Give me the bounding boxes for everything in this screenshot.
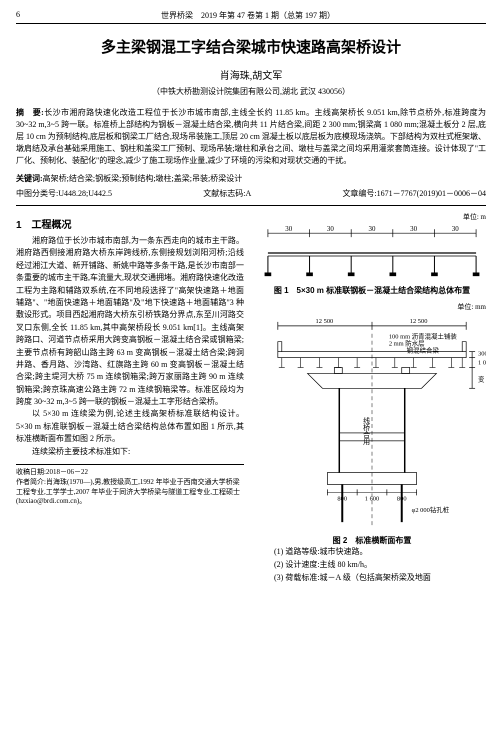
section-1-p2: 以 5×30 m 连续梁为例,论述主线高架桥标准联结构设计。5×30 m 标准联… (16, 408, 244, 445)
keywords-text: 高架桥;结合梁;钢板梁;预制结构;墩柱;盖梁;吊装;桥梁设计 (43, 174, 243, 183)
figure-1: 30 30 30 30 30 (258, 223, 486, 283)
fig2-topw-r: 12 500 (410, 318, 428, 325)
keywords: 关键词:高架桥;结合梁;钢板梁;预制结构;墩柱;盖梁;吊装;桥梁设计 (16, 173, 486, 184)
section-1-p1: 湘府路位于长沙市城市南部,为一条东西走向的城市主干路。湘府路西侧接湘府路大桥东岸… (16, 235, 244, 408)
body-columns: 1 工程概况 湘府路位于长沙市城市南部,为一条东西走向的城市主干路。湘府路西侧接… (16, 212, 486, 584)
abstract-label: 摘 要: (16, 108, 44, 117)
fig1-span-1: 30 (327, 226, 334, 233)
design-item-1: (1) 道路等级:城市快速路。 (258, 546, 486, 559)
fig2-d800-l: 800 (337, 495, 347, 502)
abstract: 摘 要:长沙市湘府路快速化改造工程位于长沙市城市南部,主线全长约 11.85 k… (16, 107, 486, 167)
fig2-layer1: 100 mm 沥青混凝土铺装 (389, 332, 458, 341)
section-1-title: 1 工程概况 (16, 216, 244, 231)
paper-title: 多主梁钢混工字结合梁城市快速路高架桥设计 (16, 36, 486, 57)
section-1-p3: 连续梁桥主要技术标准如下: (16, 446, 244, 458)
fig1-caption: 图 1 5×30 m 标准联钢板－混凝土结合梁结构总体布置 (258, 285, 486, 296)
fig2-dim-1080: 1 080 (478, 360, 486, 367)
svg-text:桥: 桥 (363, 423, 370, 432)
fig1-span-2: 30 (369, 226, 376, 233)
figure-2: 12 500 12 500 100 mm 沥青混凝土铺装 2 mm 防水层 钢混… (258, 313, 486, 533)
fig1-unit: 单位: m (258, 212, 486, 222)
fig1-span-4: 30 (452, 226, 459, 233)
clc-number: 中图分类号:U448.28;U442.5 (16, 188, 112, 199)
fig1-span-3: 30 (410, 226, 417, 233)
left-column: 1 工程概况 湘府路位于长沙市城市南部,为一条东西走向的城市主干路。湘府路西侧接… (16, 212, 244, 584)
fig2-d1600: 1 600 (365, 495, 379, 502)
design-item-3: (3) 荷载标准:城－A 级（包括高架桥梁及地面 (258, 572, 486, 585)
author-bio: 作者简介:肖海珠(1970—),男,教授级高工,1992 年毕业于西南交通大学桥… (16, 478, 244, 507)
svg-text:合: 合 (363, 430, 370, 439)
journal-info: 世界桥梁 2019 年第 47 卷第 1 期（总第 197 期） (161, 10, 335, 21)
meta-line: 中图分类号:U448.28;U442.5 文献标志码:A 文章编号:1671－7… (16, 188, 486, 199)
divider (16, 205, 486, 206)
footer-block: 收稿日期:2018－06－22 作者简介:肖海珠(1970—),男,教授级高工,… (16, 464, 244, 507)
page-number: 6 (16, 10, 20, 21)
fig2-d800-r: 800 (397, 495, 407, 502)
keywords-label: 关键词: (16, 174, 43, 183)
fig1-span-0: 30 (285, 226, 292, 233)
article-id: 文章编号:1671－7767(2019)01－0006－04 (342, 188, 486, 199)
authors: 肖海珠,胡文军 (16, 67, 486, 82)
svg-text:用: 用 (363, 438, 370, 446)
design-item-2: (2) 设计速度:主线 80 km/h。 (258, 559, 486, 572)
fig2-dim-var: 变 (478, 374, 485, 383)
affiliation: （中铁大桥勘测设计院集团有限公司,湖北 武汉 430056） (16, 86, 486, 97)
fig2-unit: 单位: mm (258, 302, 486, 312)
fig2-topw-l: 12 500 (316, 318, 334, 325)
page-header: 6 世界桥梁 2019 年第 47 卷第 1 期（总第 197 期） (16, 10, 486, 24)
fig2-dim-300: 300 (478, 351, 486, 358)
fig2-caption: 图 2 标准横断面布置 (258, 535, 486, 546)
doc-code: 文献标志码:A (203, 188, 251, 199)
fig2-pile-note: φ2 000钻孔桩 (412, 505, 450, 514)
fig2-layer3: 钢混结合梁 (407, 346, 440, 355)
received-date: 收稿日期:2018－06－22 (16, 468, 244, 478)
fig2-layer2: 2 mm 防水层 (389, 339, 425, 348)
fig2-bar-label: 线 (363, 416, 370, 425)
right-column: 单位: m (258, 212, 486, 584)
abstract-text: 长沙市湘府路快速化改造工程位于长沙市城市南部,主线全长约 11.85 km。主线… (16, 108, 486, 165)
